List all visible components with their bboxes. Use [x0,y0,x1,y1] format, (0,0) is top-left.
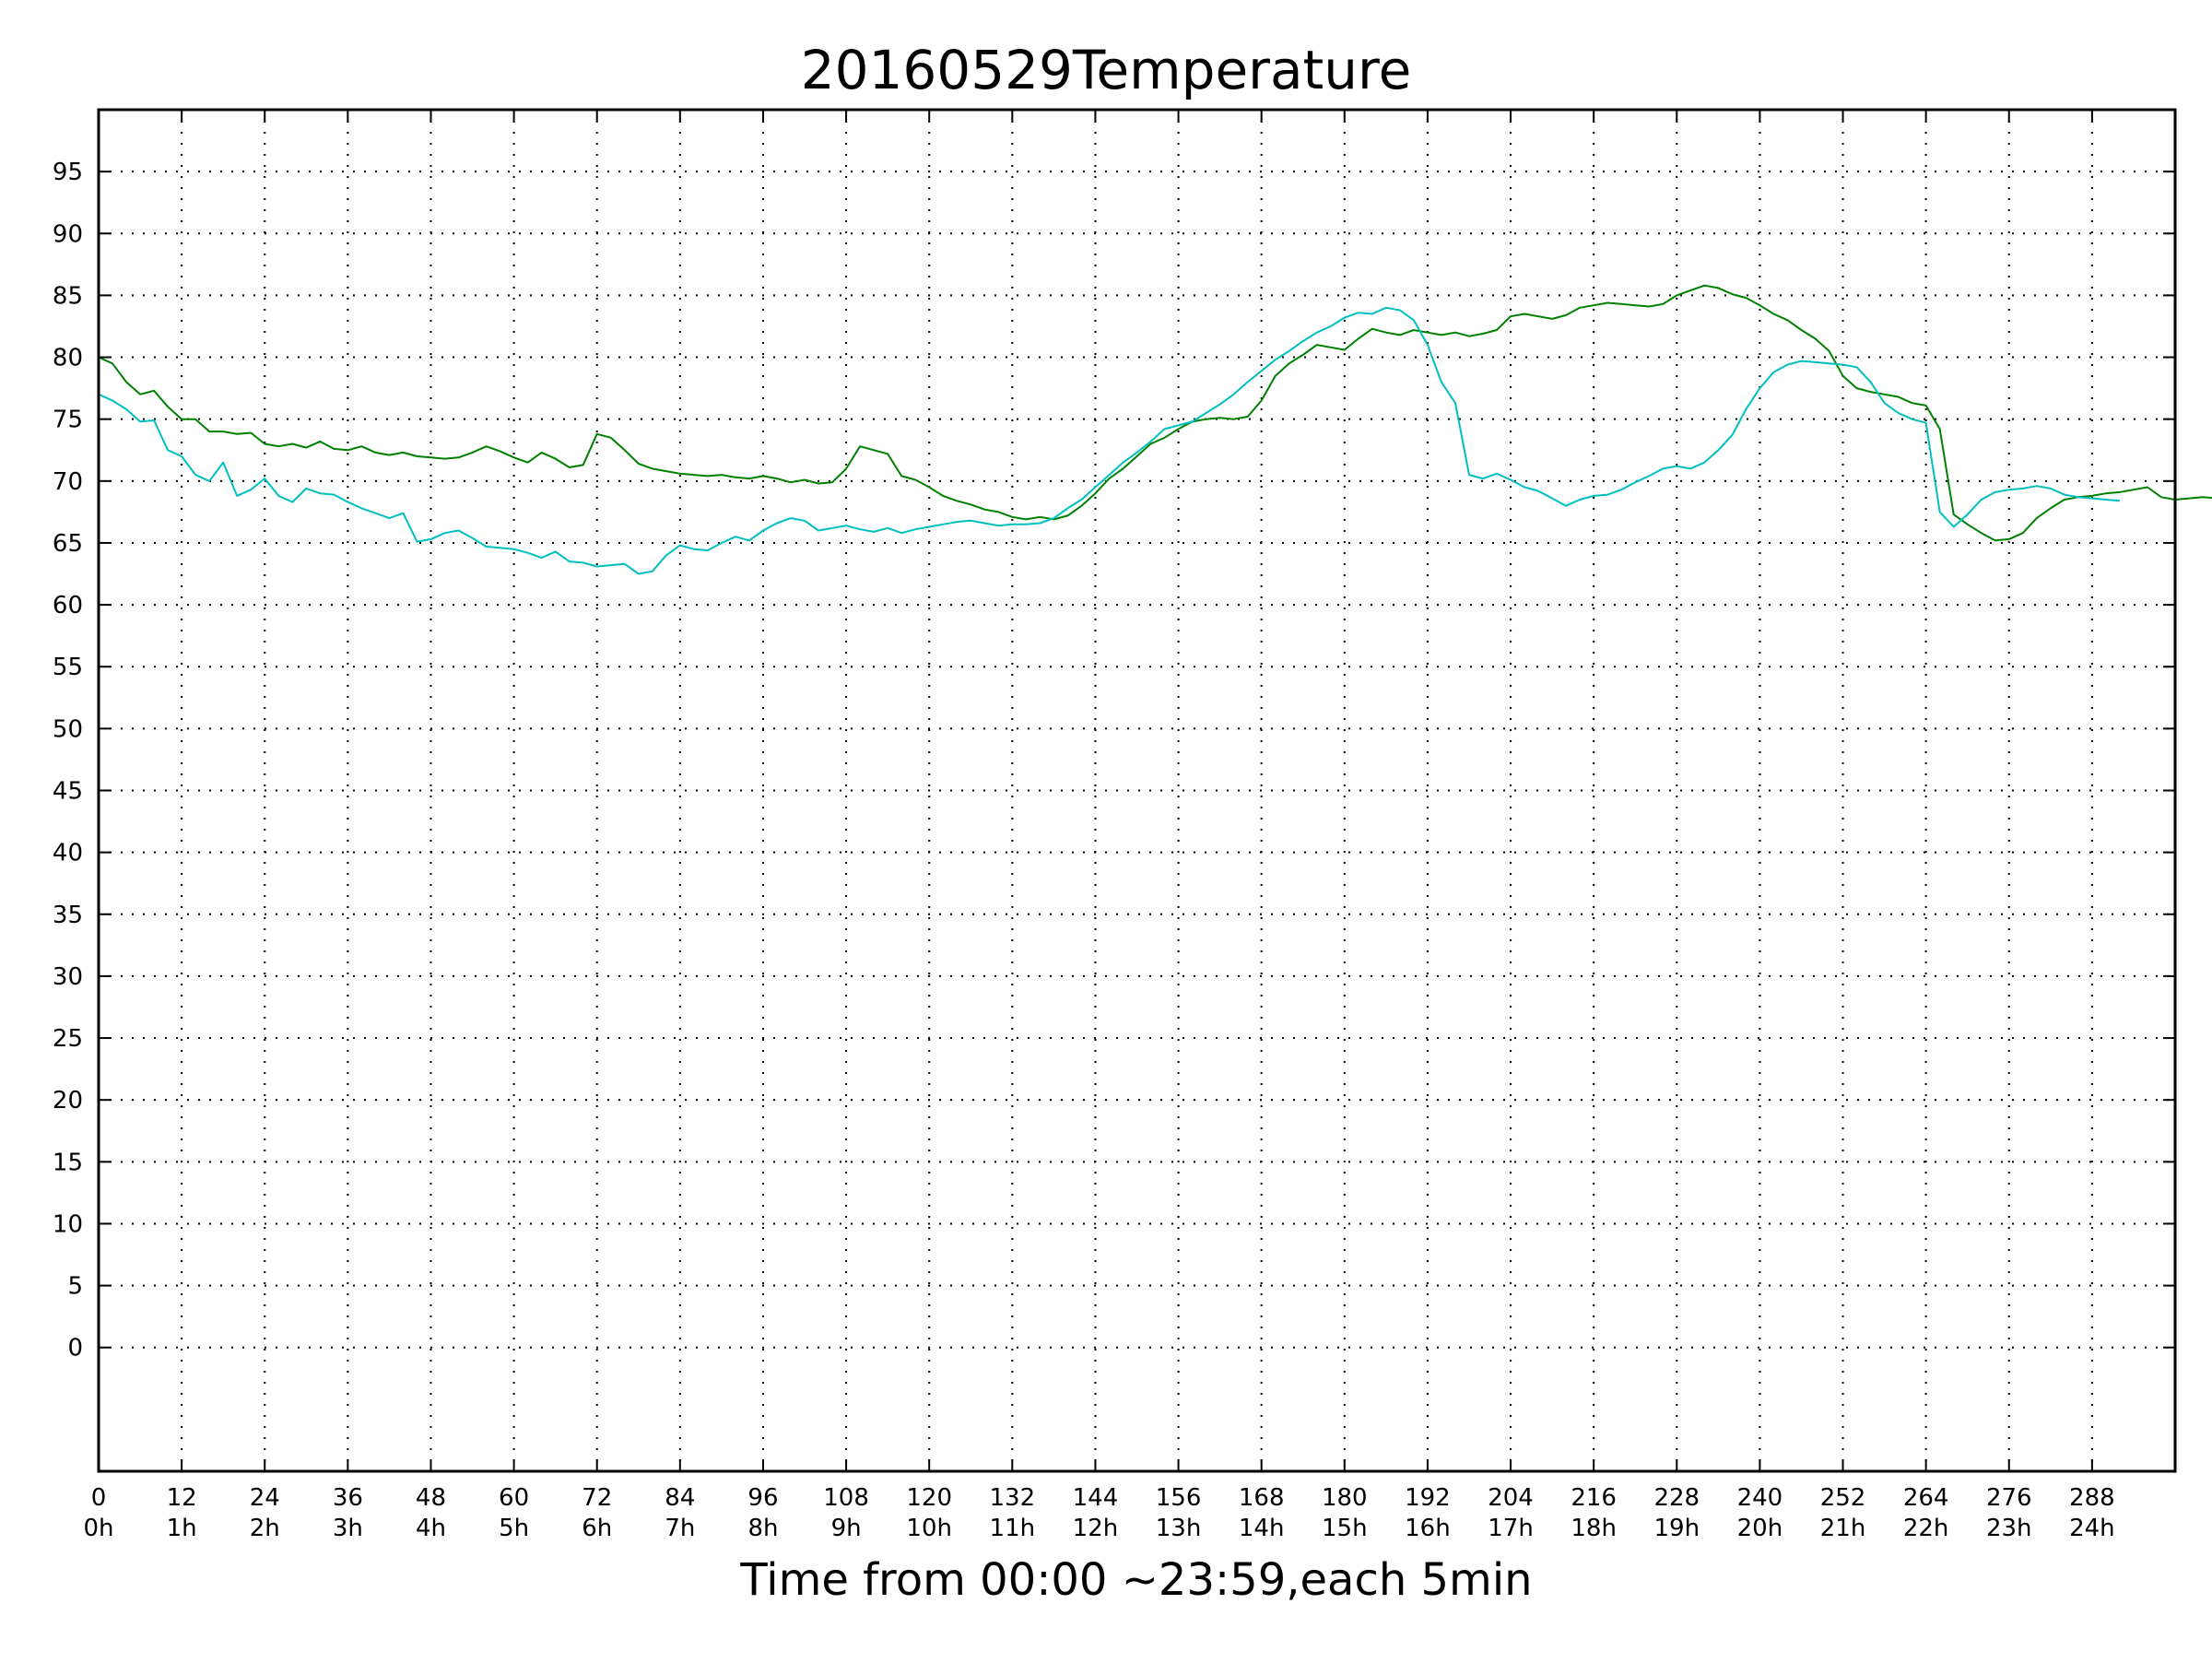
x-tick-label: 12 [167,1484,197,1512]
x-tick-label: 252 [1820,1484,1866,1512]
y-tick-label: 10 [53,1210,83,1238]
x-tick-sublabel: 2h [250,1515,280,1542]
y-tick-label: 75 [53,407,83,434]
x-tick-label: 108 [823,1484,869,1512]
x-tick-sublabel: 23h [1986,1515,2032,1542]
x-tick-sublabel: 22h [1903,1515,1949,1542]
x-tick-label: 48 [416,1484,446,1512]
x-tick-label: 192 [1405,1484,1451,1512]
x-tick-label: 72 [582,1484,612,1512]
x-tick-label: 156 [1156,1484,1202,1512]
y-tick-label: 80 [53,345,83,372]
x-tick-label: 228 [1653,1484,1700,1512]
x-tick-sublabel: 15h [1322,1515,1368,1542]
y-tick-label: 70 [53,468,83,496]
x-tick-sublabel: 14h [1239,1515,1285,1542]
chart-title: 20160529Temperature [801,39,1412,101]
y-tick-label: 50 [53,715,83,743]
y-tick-label: 20 [53,1087,83,1115]
x-tick-sublabel: 4h [416,1515,446,1542]
plot-area-frame [97,108,2177,1473]
y-tick-label: 65 [53,530,83,558]
x-tick-label: 132 [989,1484,1035,1512]
x-tick-label: 24 [250,1484,280,1512]
x-tick-sublabel: 8h [747,1515,778,1542]
y-tick-label: 0 [67,1335,83,1362]
y-tick-label: 85 [53,282,83,310]
x-tick-label: 180 [1322,1484,1368,1512]
x-tick-label: 60 [499,1484,529,1512]
x-tick-sublabel: 21h [1820,1515,1866,1542]
x-axis-label: Time from 00:00 ~23:59,each 5min [739,1554,1532,1606]
series-line-2 [98,306,2120,575]
x-tick-sublabel: 6h [582,1515,612,1542]
x-tick-label: 144 [1073,1484,1119,1512]
axis-ticks [98,110,2175,1471]
series-lines [98,284,2212,575]
series-line-1 [98,284,2212,542]
y-tick-label: 95 [53,159,83,186]
x-tick-sublabel: 9h [831,1515,862,1542]
y-tick-label: 45 [53,778,83,806]
x-tick-label: 216 [1571,1484,1617,1512]
x-tick-sublabel: 19h [1653,1515,1700,1542]
x-tick-sublabel: 13h [1156,1515,1202,1542]
x-tick-label: 264 [1903,1484,1949,1512]
x-tick-sublabel: 3h [333,1515,363,1542]
x-tick-label: 120 [906,1484,952,1512]
x-tick-label: 168 [1239,1484,1285,1512]
x-tick-sublabel: 1h [167,1515,197,1542]
x-tick-sublabel: 16h [1405,1515,1451,1542]
x-tick-sublabel: 5h [499,1515,529,1542]
x-tick-sublabel: 7h [665,1515,695,1542]
y-tick-label: 30 [53,963,83,991]
x-tick-label: 288 [2069,1484,2115,1512]
y-tick-label: 15 [53,1149,83,1176]
x-tick-sublabel: 17h [1488,1515,1534,1542]
x-tick-label: 204 [1488,1484,1534,1512]
y-tick-label: 35 [53,902,83,929]
y-tick-label: 40 [53,840,83,867]
y-tick-label: 60 [53,592,83,619]
x-tick-label: 276 [1986,1484,2032,1512]
x-tick-label: 0 [91,1484,107,1512]
x-tick-sublabel: 18h [1571,1515,1617,1542]
x-tick-sublabel: 20h [1737,1515,1783,1542]
x-tick-sublabel: 12h [1073,1515,1119,1542]
x-tick-sublabel: 24h [2069,1515,2115,1542]
x-tick-sublabel: 0h [83,1515,113,1542]
x-tick-sublabel: 10h [906,1515,952,1542]
y-tick-label: 25 [53,1025,83,1053]
x-tick-label: 96 [747,1484,778,1512]
x-tick-label: 240 [1737,1484,1783,1512]
x-tick-label: 36 [333,1484,363,1512]
x-tick-sublabel: 11h [990,1515,1036,1542]
y-tick-label: 55 [53,654,83,681]
tick-labels: 0 5 10 15 20 25 30 35 40 45 50 55 60 65 70 75 80 85 90 95 0 0… [53,159,2115,1542]
y-tick-label: 90 [53,220,83,248]
y-tick-label: 5 [67,1273,83,1301]
x-tick-label: 84 [665,1484,695,1512]
